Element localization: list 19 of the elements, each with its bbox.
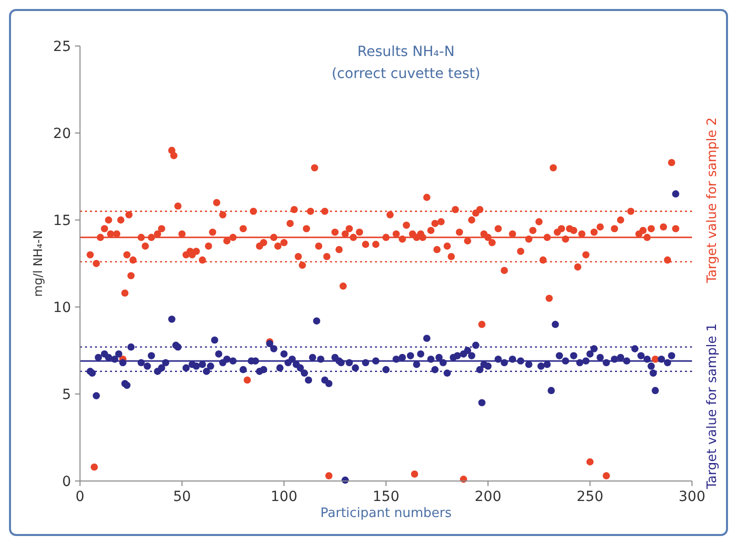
x-axis-title: Participant numbers bbox=[320, 506, 452, 521]
text: (correct cuvette test) bbox=[332, 66, 480, 82]
y-tick-label: 25 bbox=[53, 38, 71, 55]
chart-title: Results NH₄-N bbox=[357, 44, 455, 60]
y-tick-label: 20 bbox=[53, 126, 71, 142]
y-tick-label: 5 bbox=[62, 386, 71, 403]
ref-line-label: Target value for sample 1 bbox=[705, 323, 720, 490]
x-tick-label: 150 bbox=[372, 489, 400, 505]
y-tick-label: 15 bbox=[53, 212, 71, 229]
x-tick-label: 250 bbox=[576, 489, 604, 505]
y-tick-label: 0 bbox=[62, 474, 71, 490]
x-tick-label: 300 bbox=[678, 489, 706, 505]
ref-line-label: Target value for sample 2 bbox=[705, 117, 720, 284]
x-tick-label: 200 bbox=[474, 489, 502, 505]
y-tick-label: 10 bbox=[53, 300, 71, 316]
x-tick-label: 100 bbox=[270, 489, 298, 505]
x-tick-label: 0 bbox=[76, 489, 84, 505]
y-axis-title: mg/l NH₄-N bbox=[31, 230, 45, 297]
x-tick-label: 50 bbox=[173, 489, 191, 505]
